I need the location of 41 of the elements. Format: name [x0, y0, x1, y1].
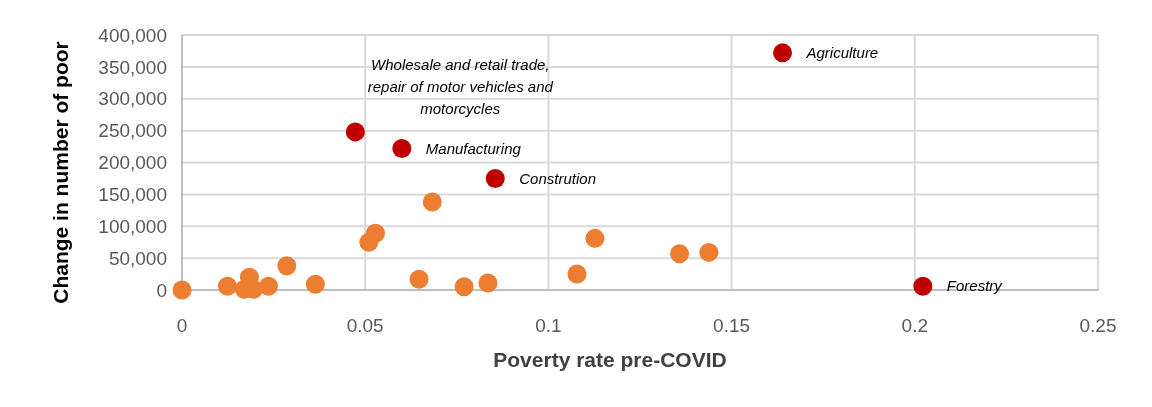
x-axis-title: Poverty rate pre-COVID [493, 348, 727, 371]
annotation: Constrution [519, 169, 596, 187]
point [305, 274, 325, 294]
y-tick-label: 250,000 [98, 120, 167, 142]
point [567, 264, 587, 284]
point [422, 192, 442, 212]
point [345, 122, 365, 142]
y-tick-label: 300,000 [98, 88, 167, 110]
point [172, 280, 192, 300]
x-tick-label: 0.15 [713, 315, 751, 336]
point [699, 242, 719, 262]
point [670, 244, 690, 264]
annotation: Agriculture [805, 44, 879, 62]
point [773, 43, 793, 63]
point [409, 269, 429, 289]
point [585, 228, 605, 248]
point [277, 256, 297, 276]
point [478, 273, 498, 293]
y-tick-label: 0 [156, 279, 167, 301]
x-tick-label: 0.05 [346, 315, 384, 336]
y-tick-label: 350,000 [98, 56, 167, 78]
annotation: Manufacturing [425, 139, 522, 157]
annotation: Forestry [946, 277, 1004, 295]
y-axis-title: Change in number of poor [49, 41, 72, 304]
point [365, 223, 385, 243]
x-tick-label: 0.2 [901, 315, 929, 336]
x-tick-label: 0 [176, 315, 188, 336]
point [913, 276, 933, 296]
y-tick-label: 200,000 [98, 152, 167, 174]
annotation: Wholesale and retail trade, repair of motor vehicles and motorcycles [367, 55, 554, 117]
y-tick-label: 150,000 [98, 184, 167, 206]
point [258, 276, 278, 296]
point [217, 276, 237, 296]
y-tick-label: 50,000 [108, 247, 167, 269]
x-tick-label: 0.25 [1079, 315, 1117, 336]
x-tick-label: 0.1 [535, 315, 562, 336]
point [392, 138, 412, 158]
point [485, 168, 505, 188]
y-tick-label: 100,000 [98, 215, 167, 237]
point [454, 277, 474, 297]
y-tick-label: 400,000 [98, 24, 167, 46]
